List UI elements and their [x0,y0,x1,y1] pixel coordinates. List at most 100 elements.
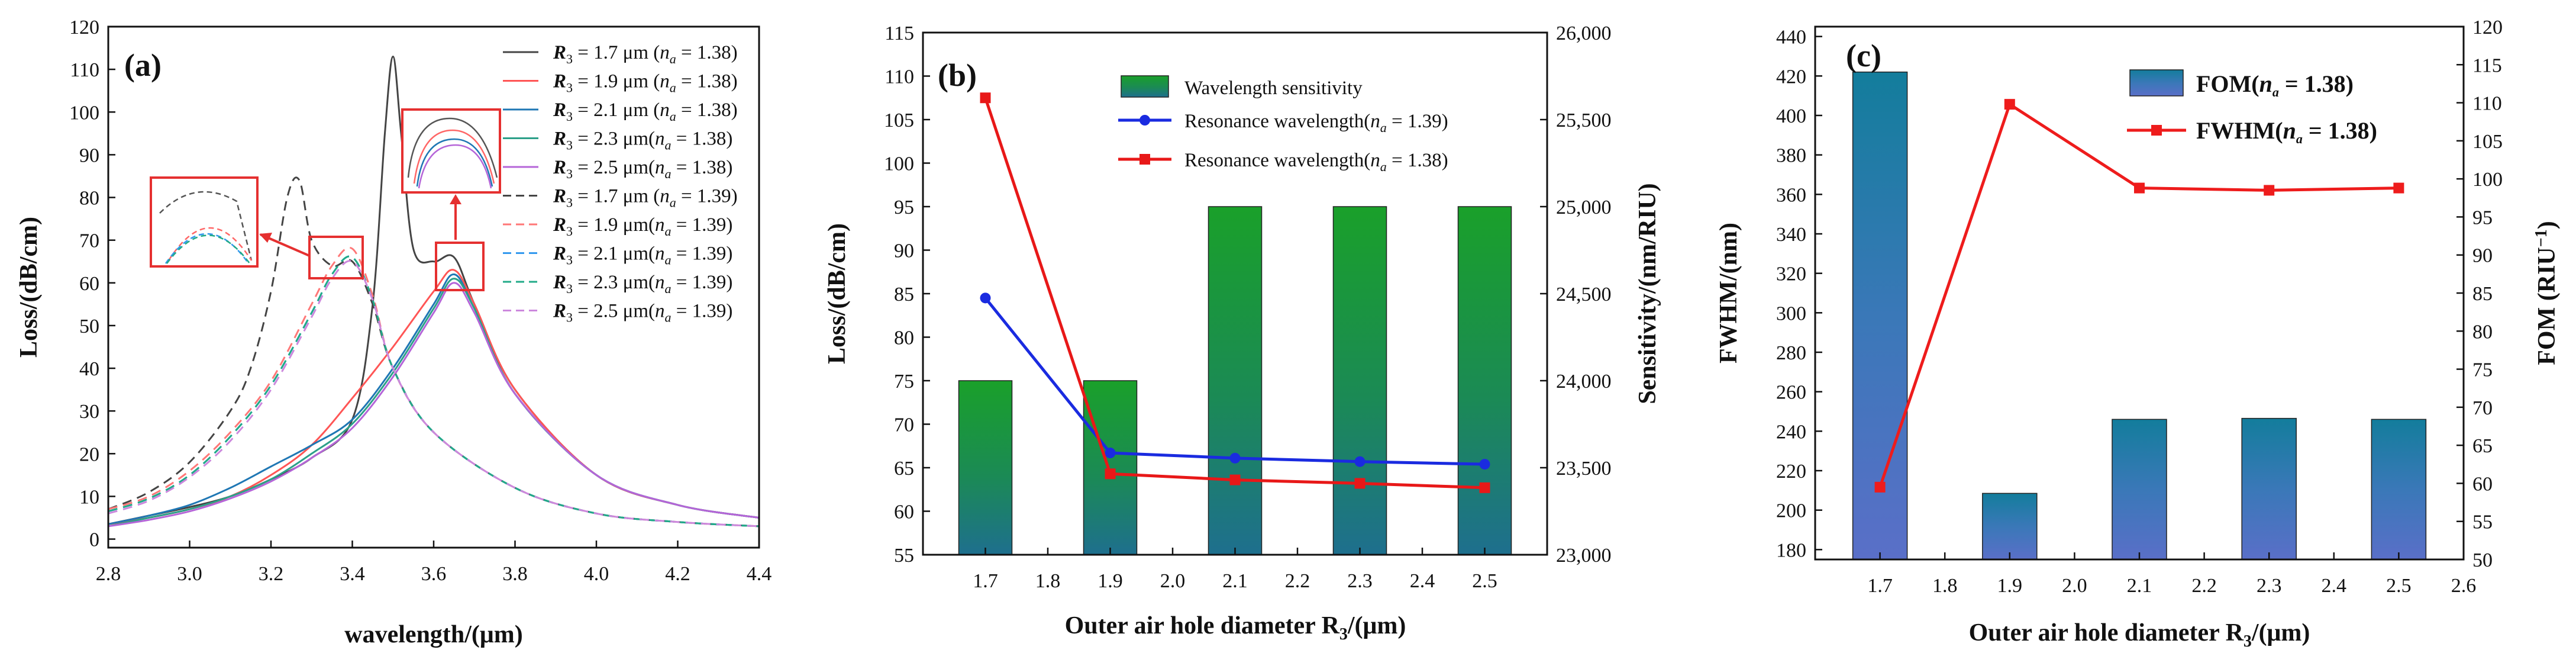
panel-c-ytick-label-2: 220 [1776,461,1806,483]
panel-b-legend-label-1: Resonance wavelength(na = 1.38) [1184,150,1448,174]
panel-a-legend-label-5-mid: = 1.7 μm ( [573,186,660,207]
panel-c-ytick-label-12: 420 [1776,66,1806,88]
panel-b-xlabel-main: Outer air hole diameter R [1065,612,1340,639]
panel-a-xtick-label-6: 4.0 [584,563,609,585]
panel-b-ytick-label-3: 70 [894,414,914,436]
inset-right-box [401,108,501,194]
panel-c-y2label-sup: −1 [2532,229,2551,247]
panel-a-legend-label-9-end: = 1.39) [671,301,732,322]
panel-a-xlabel: wavelength/(μm) [344,621,522,648]
panel-c-xtick-label-2: 1.9 [1997,575,2023,597]
panel-c-y2label-main: FOM (RIU [2533,247,2561,365]
panel-b-ytick-label-7: 90 [894,240,914,262]
panel-a-x-ticks: 2.8 3.0 3.2 3.4 3.6 3.8 4.0 4.2 4.4 [96,541,771,585]
panel-a-xtick-label-5: 3.8 [502,563,528,585]
panel-c-legend-label-bars-end: = 1.38) [2279,70,2354,97]
panel-c-ytick-label-7: 320 [1776,263,1806,285]
panel-c-y2tick-label-8: 90 [2472,245,2493,267]
panel-b-legend-label-0-na-sub: a [1380,120,1387,135]
panel-c-xtick-label-6: 2.3 [2257,575,2282,597]
panel-c-y2tick-label-14: 120 [2472,17,2503,38]
panel-c-ytick-label-10: 380 [1776,145,1806,167]
inset-right-source-box [435,242,485,291]
panel-a-legend-label-0-main: R [553,42,566,63]
panel-c-legend-label-0-na-sub: a [2296,131,2303,146]
panel-c-ytick-label-1: 200 [1776,500,1806,522]
panel-a-legend-label-5: R3 = 1.7 μm (na = 1.39) [553,186,738,210]
panel-b-legend-label-0: Resonance wavelength(na = 1.39) [1184,111,1448,135]
panel-c-y2tick-label-11: 105 [2472,131,2503,153]
panel-a-legend-label-1-end: = 1.38) [676,71,738,92]
panel-c-xlabel: Outer air hole diameter R3/(μm) [1969,619,2310,651]
panel-c-line-0-point-0 [1874,481,1886,493]
panel-a-ytick-label-3: 30 [79,401,99,423]
panel-c-y2tick-label-9: 95 [2472,207,2493,229]
panel-a-legend-label-0-end: = 1.38) [676,42,738,63]
panel-a-legend-label-1: R3 = 1.9 μm (na = 1.38) [553,71,738,95]
panel-b-legend-marker-1 [1139,154,1150,165]
panel-a-ytick-label-8: 80 [79,188,99,210]
panel-b-xtick-label-4: 2.1 [1222,570,1248,592]
inset-left-arrowhead [259,233,272,243]
panel-b-y2tick-label-3: 24,500 [1556,284,1612,305]
panel-b-x-ticks: 1.7 1.8 1.9 2.0 2.1 2.2 2.3 2.4 2.5 [973,548,1497,592]
panel-b-legend-label-1-end: = 1.38) [1387,150,1448,171]
panel-c-bar-0 [1852,71,1908,560]
panel-a-legend-label-7-end: = 1.39) [671,243,732,265]
panel-a-series-8 [108,255,759,528]
panel-b-line-1-point-3 [1354,478,1366,489]
panel-a-legend-label-8-mid: = 2.3 μm( [573,272,655,293]
panel-a-ytick-label-0: 0 [89,529,99,551]
panel-c-bar-4 [2371,419,2427,560]
panel-c-line-0-point-4 [2393,182,2404,194]
panel-c-legend-label-bars: FOM(na = 1.38) [2196,70,2354,99]
panel-a-xtick-label-4: 3.6 [421,563,447,585]
panel-b-ytick-label-0: 55 [894,545,914,567]
panel-c-legend-label-0-na: n [2283,117,2296,144]
panel-a-legend-label-3-na: n [655,128,665,150]
panel-c-xlabel-end: /(μm) [2251,619,2310,647]
panel-a: 2.8 3.0 3.2 3.4 3.6 3.8 4.0 4.2 4.4 0 10 20 30 40 50 6… [15,17,771,648]
panel-c-y2tick-label-12: 110 [2472,93,2502,115]
panel-b-xtick-label-5: 2.2 [1285,570,1310,592]
panel-a-legend-label-0-sub: 3 [566,52,573,66]
panel-b-xtick-label-2: 1.9 [1097,570,1123,592]
inset-right-curve-purple [418,144,492,189]
panel-a-series-4 [108,282,759,528]
panel-c-legend-label-0: FWHM(na = 1.38) [2196,117,2377,146]
panel-a-legend-label-9-main: R [553,301,566,322]
panel-b-ytick-label-4: 75 [894,371,914,393]
panel-c-xtick-label-9: 2.6 [2451,575,2477,597]
panel-c-line-0-point-1 [2004,99,2015,110]
panel-c-legend-swatch-bars [2129,69,2184,97]
panel-a-legend-label-0-na: n [660,42,670,63]
panel-a-label: (a) [124,47,162,83]
panel-a-legend-label-2-na-sub: a [670,109,676,124]
panel-a-series-7 [108,255,759,528]
panel-a-legend-label-3-main: R [553,128,566,150]
panel-a-legend-label-8-end: = 1.39) [671,272,732,293]
panel-b-xtick-label-0: 1.7 [973,570,998,592]
panel-a-legend-label-2-end: = 1.38) [676,99,738,121]
panel-b-bar-1 [1083,380,1138,555]
panel-b-y-ticks: 55 60 65 70 75 80 85 90 95 100 105 110 115 [884,22,930,567]
panel-c-ytick-label-13: 440 [1776,27,1806,49]
panel-a-legend-label-4-na-sub: a [664,166,671,181]
panel-a-ytick-label-6: 60 [79,273,99,295]
panel-a-legend-label-9-na-sub: a [664,310,671,325]
panel-b-legend-swatch-bars [1121,75,1169,98]
panel-a-legend-label-6-sub: 3 [566,224,573,239]
panel-a-legend-label-8-sub: 3 [566,281,573,296]
panel-a-legend-label-2: R3 = 2.1 μm (na = 1.38) [553,99,738,124]
panel-b-ytick-label-6: 85 [894,284,914,305]
panel-a-legend-label-2-na: n [660,99,670,121]
panel-a-ytick-label-5: 50 [79,316,99,337]
panel-b-line-1-point-0 [980,92,991,104]
panel-b-line-1-point-2 [1229,474,1241,485]
panel-a-xtick-label-1: 3.0 [177,563,202,585]
panel-a-xtick-label-3: 3.4 [340,563,365,585]
panel-b-bar-3 [1332,206,1387,555]
inset-right-curve-red [413,129,495,184]
panel-c-ytick-label-5: 280 [1776,342,1806,364]
